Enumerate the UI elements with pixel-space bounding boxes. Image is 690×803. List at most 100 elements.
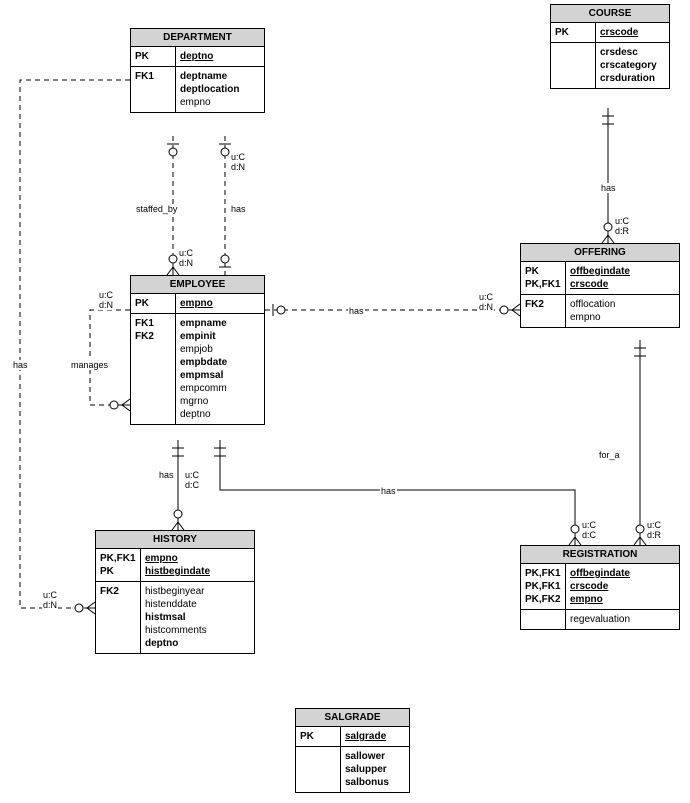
edge-ann-off-for-reg-end-d: d:R [646,530,662,540]
entity-offering: OFFERINGPKPK,FK1offbegindatecrscodeFK2of… [520,243,680,328]
entity-section: FK1FK2empnameempinitempjobempbdateempmsa… [131,314,264,424]
entity-title: EMPLOYEE [131,276,264,294]
edge-ann-dept-has-emp-start-u: u:C [230,152,246,162]
entity-title: SALGRADE [296,709,409,727]
entity-section: FK2offlocationempno [521,295,679,327]
attribute: offlocation [570,298,675,311]
key-column [296,747,341,792]
attribute: empmsal [180,369,260,382]
attr-column: empnohistbegindate [141,549,254,581]
key-column: PKPK,FK1 [521,262,566,294]
entity-section: PK deptno [131,47,264,67]
attr-column: deptno [176,47,264,66]
key-column: FK2 [96,582,141,653]
entity-title: COURSE [551,5,669,23]
edge-ann-crs-has-off-end-d: d:R [614,226,630,236]
entity-section: PKPK,FK1offbegindatecrscode [521,262,679,295]
entity-section: PK empno [131,294,264,314]
edge-ann-emp-has-reg-end-u: u:C [581,520,597,530]
attribute: deptno [180,50,260,63]
attribute: mgrno [180,395,260,408]
attr-column: crscode [596,23,669,42]
attribute: salupper [345,763,405,776]
attribute: regevaluation [570,613,675,626]
edge-label-dept-has-hist: has [12,360,29,370]
attr-column: offbegindatecrscodeempno [566,564,679,609]
attribute: crsduration [600,72,665,85]
edge-ann-emp-has-hist-start-u: u:C [184,470,200,480]
edge-emp-manages-emp [90,310,130,405]
edge-ann-emp-has-reg-end-d: d:C [581,530,597,540]
attribute: crscode [570,580,675,593]
edge-label-emp-has-reg: has [380,486,397,496]
entity-section: FK1deptnamedeptlocationempno [131,67,264,112]
attribute: histbegindate [145,565,250,578]
er-connectors [0,0,690,803]
attr-column: deptnamedeptlocationempno [176,67,264,112]
entity-section: PKsalgrade [296,727,409,747]
edge-ann-emp-manages-emp-start-d: d:N [98,300,114,310]
attribute: deptname [180,70,260,83]
attribute: empno [570,593,675,606]
attr-column: salgrade [341,727,409,746]
key-column: PK [296,727,341,746]
edge-ann-dept-has-hist-start-d: d:N [42,600,58,610]
entity-title: DEPARTMENT [131,29,264,47]
attribute: salbonus [345,776,405,789]
entity-history: HISTORYPK,FK1PKempnohistbegindateFK2hist… [95,530,255,654]
attribute: crscategory [600,59,665,72]
edge-ann-crs-has-off-end-u: u:C [614,216,630,226]
edge-ann-dept-staffed-emp-end-d: d:N [178,258,194,268]
edge-ann-dept-staffed-emp-end-u: u:C [178,248,194,258]
attribute: empname [180,317,260,330]
entity-section: crsdesccrscategorycrsduration [551,43,669,88]
attribute: histmsal [145,611,250,624]
attribute: crsdesc [600,46,665,59]
attribute: empno [570,311,675,324]
attr-column: histbeginyearhistenddatehistmsalhistcomm… [141,582,254,653]
attr-column: offbegindatecrscode [566,262,679,294]
edge-label-crs-has-off: has [600,183,617,193]
entity-title: OFFERING [521,244,679,262]
edge-ann-emp-has-off-end-d: d:N [478,302,494,312]
entity-section: sallowersaluppersalbonus [296,747,409,792]
attribute: empcomm [180,382,260,395]
attr-column: sallowersaluppersalbonus [341,747,409,792]
attribute: deptno [180,408,260,421]
attribute: histbeginyear [145,585,250,598]
attribute: empjob [180,343,260,356]
attribute: sallower [345,750,405,763]
attribute: empno [180,96,260,109]
edge-ann-dept-has-hist-start-u: u:C [42,590,58,600]
edge-ann-emp-manages-emp-start-u: u:C [98,290,114,300]
attribute: crscode [600,26,665,39]
edge-label-dept-has-emp: has [230,204,247,214]
key-column: FK1 [131,67,176,112]
attribute: histenddate [145,598,250,611]
entity-section: regevaluation [521,610,679,629]
edge-label-off-for-reg: for_a [598,450,621,460]
key-column: PK [551,23,596,42]
entity-title: HISTORY [96,531,254,549]
key-column: PK,FK1PK,FK1PK,FK2 [521,564,566,609]
entity-salgrade: SALGRADEPKsalgradesallowersaluppersalbon… [295,708,410,793]
attribute: empinit [180,330,260,343]
edge-label-dept-staffed-emp: staffed_by [135,204,178,214]
attr-column: crsdesccrscategorycrsduration [596,43,669,88]
entity-section: FK2histbeginyearhistenddatehistmsalhistc… [96,582,254,653]
edge-ann-emp-has-off-end-u: u:C [478,292,494,302]
attribute: histcomments [145,624,250,637]
attr-column: offlocationempno [566,295,679,327]
edge-dept-has-hist [20,80,130,608]
key-column: PK [131,294,176,313]
attribute: empno [145,552,250,565]
key-column: PK [131,47,176,66]
attribute: deptno [145,637,250,650]
entity-course: COURSEPK crscode crsdesccrscategorycrsdura… [550,4,670,89]
entity-department: DEPARTMENTPKdeptnoFK1deptnamedeptlocatio… [130,28,265,113]
attribute: deptlocation [180,83,260,96]
entity-section: PK,FK1PK,FK1PK,FK2offbegindatecrscodeemp… [521,564,679,610]
attribute: empbdate [180,356,260,369]
attribute: empno [180,297,260,310]
edge-label-emp-manages-emp: manages [70,360,109,370]
